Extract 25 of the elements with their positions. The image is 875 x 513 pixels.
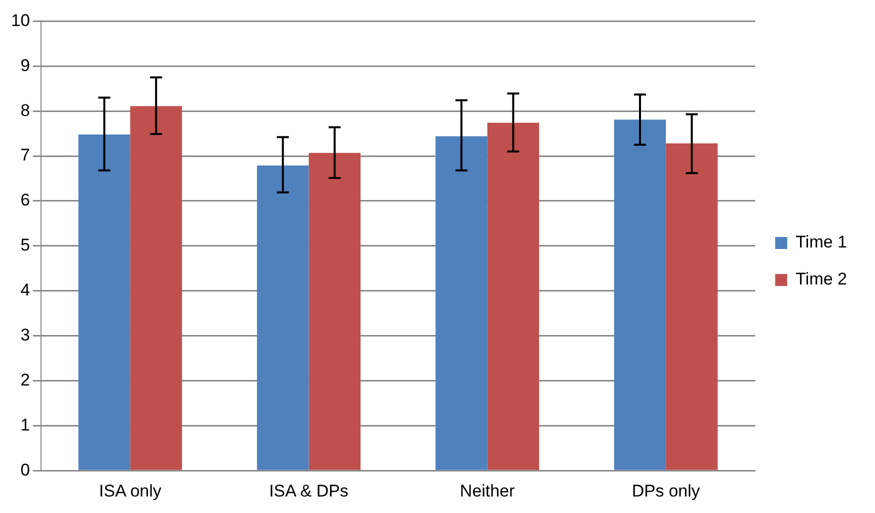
bar — [487, 122, 540, 470]
y-tick-label: 1 — [20, 415, 30, 434]
x-tick-label: Neither — [460, 481, 516, 500]
bar — [666, 143, 718, 470]
y-tick-label: 9 — [20, 56, 30, 75]
y-tick-label: 0 — [20, 460, 30, 480]
legend-label: Time 1 — [796, 232, 848, 252]
y-tick-label: 5 — [20, 236, 30, 255]
y-tick-label: 3 — [20, 325, 30, 344]
bar — [130, 106, 182, 470]
y-tick-label: 4 — [20, 280, 30, 300]
x-tick-label: ISA only — [99, 481, 162, 500]
bar — [614, 120, 666, 470]
y-tick-label: 6 — [20, 190, 30, 210]
y-tick-label: 2 — [20, 370, 30, 390]
x-tick-label: ISA & DPs — [269, 481, 348, 500]
bar — [308, 152, 361, 470]
legend-label: Time 2 — [796, 270, 848, 289]
bar — [256, 165, 309, 470]
bar — [78, 134, 130, 470]
y-tick-label: 7 — [20, 146, 30, 165]
bar — [436, 136, 488, 470]
y-tick-label: 8 — [20, 100, 30, 120]
y-tick-label: 10 — [10, 10, 30, 30]
x-tick-label: DPs only — [632, 481, 700, 500]
